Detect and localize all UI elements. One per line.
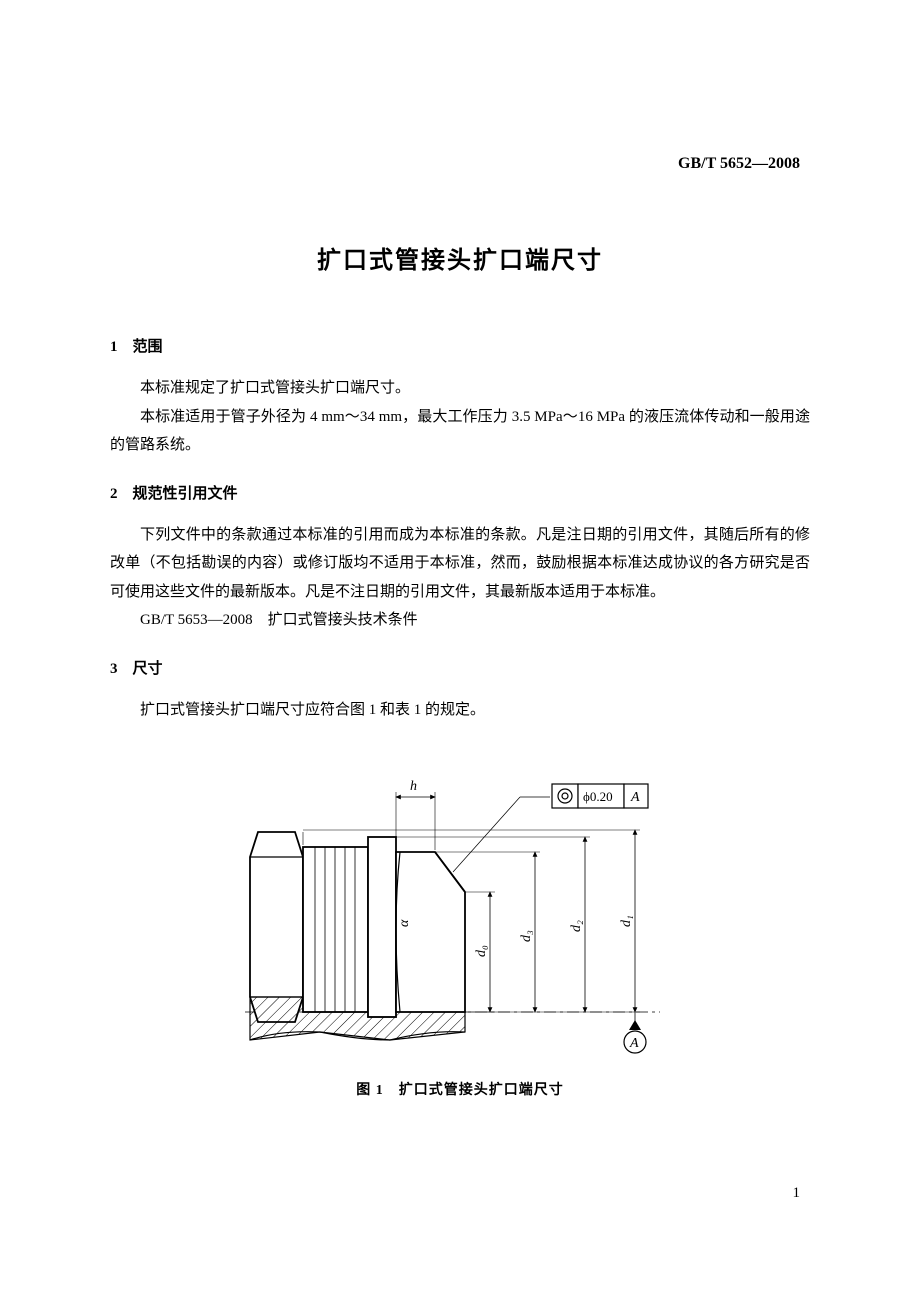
section-2-heading: 2 规范性引用文件 <box>110 482 810 503</box>
figure-1: h ϕ0.20 A α d₀ d₃ <box>110 742 810 1099</box>
document-title: 扩口式管接头扩口端尺寸 <box>110 240 810 275</box>
figure-1-caption: 图 1 扩口式管接头扩口端尺寸 <box>110 1079 810 1099</box>
section-3-heading: 3 尺寸 <box>110 657 810 678</box>
section-1-para-2: 本标准适用于管子外径为 4 mm～34 mm，最大工作压力 3.5 MPa～16… <box>110 403 810 460</box>
section-3-para-1: 扩口式管接头扩口端尺寸应符合图 1 和表 1 的规定。 <box>110 696 810 725</box>
label-alpha: α <box>397 919 412 927</box>
technical-drawing: h ϕ0.20 A α d₀ d₃ <box>240 742 680 1062</box>
section-2-para-1: 下列文件中的条款通过本标准的引用而成为本标准的条款。凡是注日期的引用文件，其随后… <box>110 521 810 607</box>
page-container: GB/T 5652—2008 扩口式管接头扩口端尺寸 1 范围 本标准规定了扩口… <box>0 0 920 1159</box>
section-1-para-1: 本标准规定了扩口式管接头扩口端尺寸。 <box>110 374 810 403</box>
label-d1: d₁ <box>619 915 634 927</box>
label-tolerance-datum: A <box>630 790 640 805</box>
label-datum-a: A <box>629 1036 639 1051</box>
label-d0: d₀ <box>474 945 489 957</box>
label-tolerance-value: ϕ0.20 <box>583 789 613 804</box>
section-1-heading: 1 范围 <box>110 335 810 356</box>
standard-code: GB/T 5652—2008 <box>678 155 800 173</box>
label-d2: d₂ <box>569 920 584 932</box>
label-h: h <box>410 779 417 794</box>
section-2-reference: GB/T 5653—2008 扩口式管接头技术条件 <box>110 606 810 635</box>
page-number: 1 <box>793 1185 801 1202</box>
label-d3: d₃ <box>519 930 534 942</box>
